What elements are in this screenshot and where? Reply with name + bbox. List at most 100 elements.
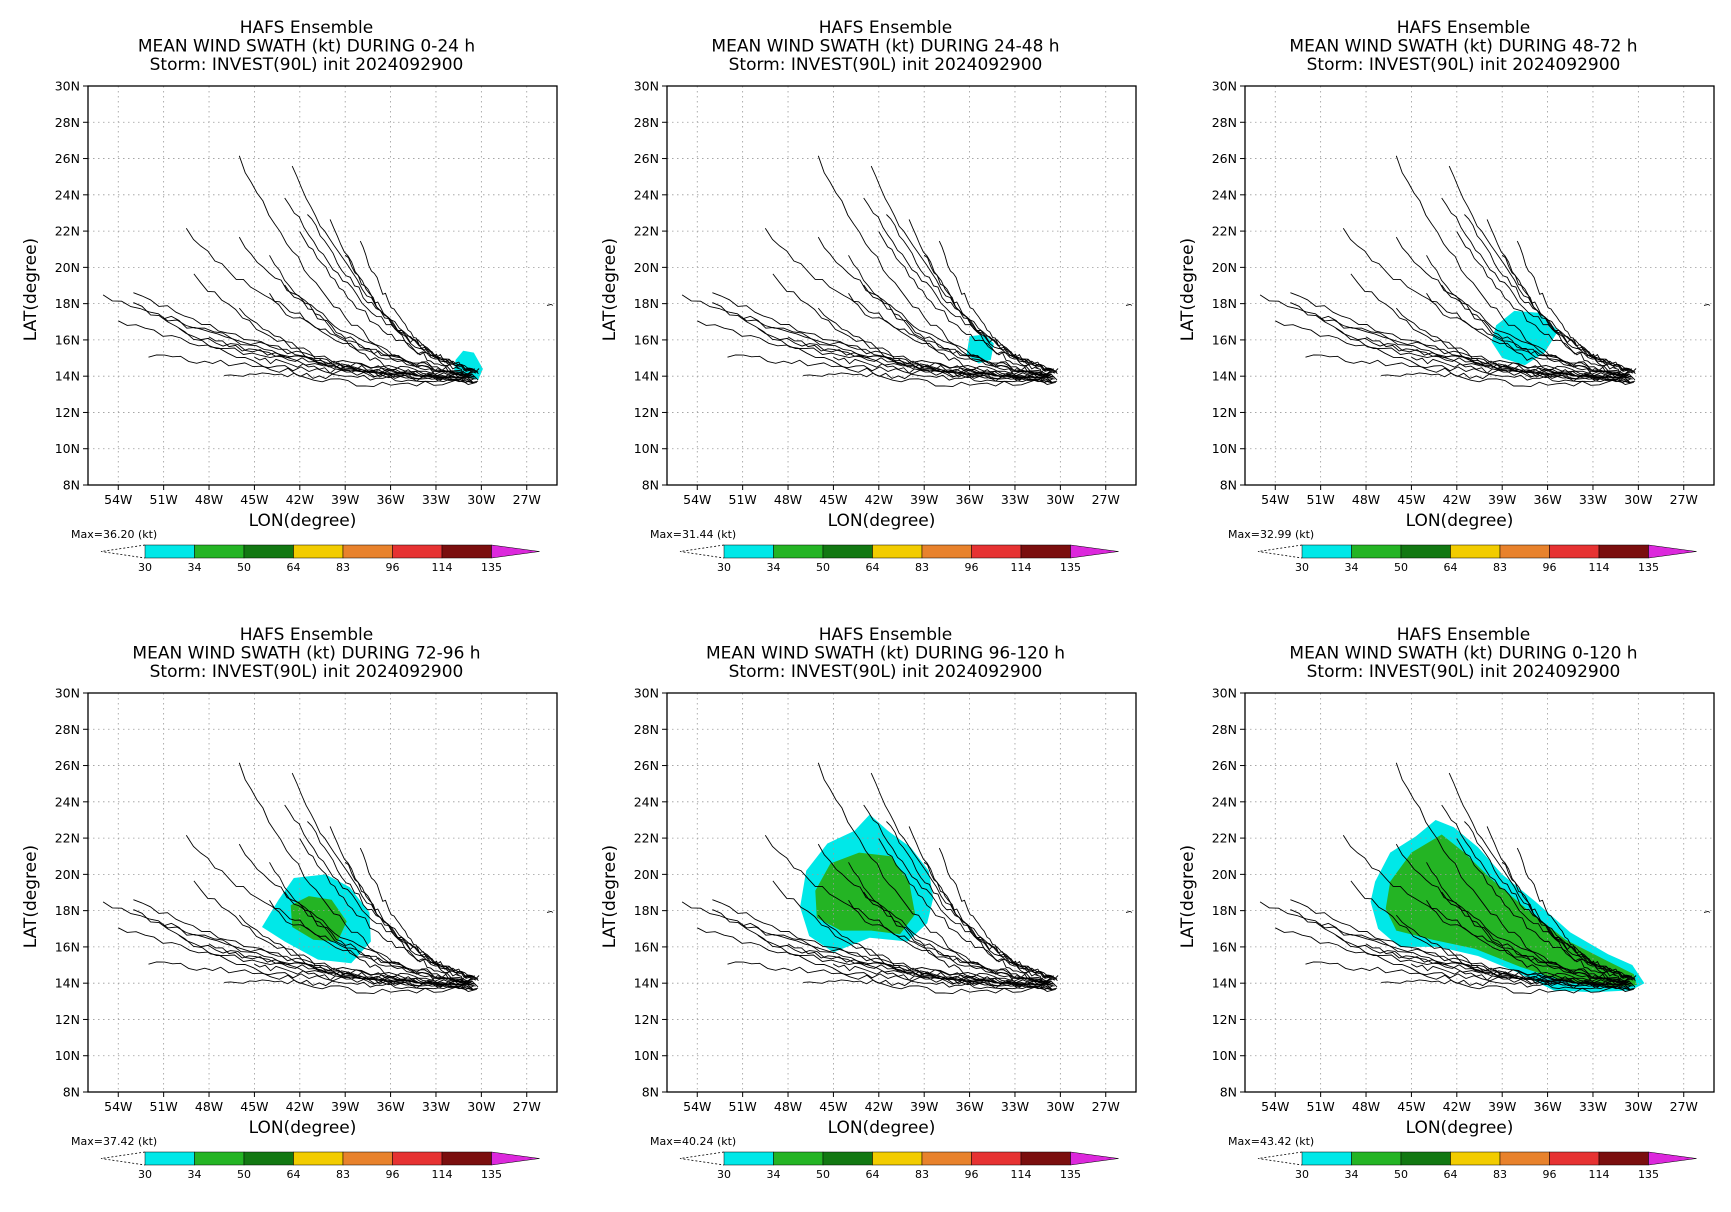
y-tick-label: 24N [55,187,80,202]
y-tick-label: 12N [1212,1012,1237,1027]
storm-track [185,227,472,379]
x-axis-label: LON(degree) [249,1118,357,1138]
panel-title-line: Storm: INVEST(90L) init 2024092900 [1307,55,1621,75]
storm-track [1464,214,1637,374]
panel-title-line: HAFS Ensemble [819,18,952,38]
y-tick-label: 30N [1212,686,1237,701]
y-tick-label: 28N [634,722,659,737]
y-axis-label: LAT(degree) [1178,238,1198,341]
y-tick-label: 22N [1212,224,1237,239]
x-tick-label: 30W [467,492,495,507]
y-tick-label: 12N [55,1012,80,1027]
storm-track [284,804,479,980]
y-tick-label: 26N [634,151,659,166]
storm-track [1365,943,1632,986]
colorbar-swatch [194,1151,245,1166]
panel-title-line: MEAN WIND SWATH (kt) DURING 24-48 h [711,37,1059,57]
x-tick-label: 54W [683,1099,711,1114]
storm-track [102,294,473,377]
x-tick-label: 48W [1352,1099,1380,1114]
storm-track [764,227,1051,379]
x-tick-label: 27W [513,492,541,507]
storm-track [863,284,1052,384]
max-wind-label: Max=32.99 (kt) [1228,528,1314,541]
storm-track [886,821,1059,981]
x-tick-label: 27W [1092,492,1120,507]
storm-track [1335,934,1632,982]
y-tick-label: 16N [1212,332,1237,347]
storm-track [133,909,477,995]
storm-track [923,254,1055,374]
panel-title-line: MEAN WIND SWATH (kt) DURING 96-120 h [706,644,1065,664]
colorbar-swatch [773,544,824,559]
x-tick-label: 42W [1443,1099,1471,1114]
colorbar-level-label: 34 [767,561,781,574]
colorbar-swatch [1301,1151,1352,1166]
storm-track [1441,284,1630,384]
colorbar-swatch [872,1151,923,1166]
storm-track [148,961,470,986]
colorbar-swatch [971,544,1022,559]
y-tick-label: 10N [634,1048,659,1063]
storm-track [269,900,473,980]
y-tick-label: 14N [55,369,80,384]
x-tick-label: 30W [1046,1099,1074,1114]
storm-track [1426,255,1628,380]
colorbar-upper-triangle [491,544,540,559]
storm-track [681,294,1052,377]
colorbar-level-label: 30 [717,561,731,574]
colorbar-swatch [293,1151,344,1166]
y-tick-label: 18N [1212,296,1237,311]
panel-title-line: HAFS Ensemble [819,625,952,645]
panel-title-line: Storm: INVEST(90L) init 2024092900 [729,55,1043,75]
x-tick-label: 42W [865,492,893,507]
y-tick-label: 24N [634,187,659,202]
colorbar-level-label: 64 [287,1168,301,1181]
colorbar-level-label: 34 [1345,1168,1359,1181]
x-axis-label: LON(degree) [1406,1118,1514,1138]
storm-track [269,293,473,373]
storm-track [185,834,472,986]
x-tick-label: 48W [195,492,223,507]
edge-mark [1703,911,1711,913]
storm-track [757,327,1054,375]
panel-title-line: HAFS Ensemble [1397,625,1530,645]
storm-track [254,356,471,383]
storm-track [1426,862,1628,987]
x-tick-label: 27W [513,1099,541,1114]
x-tick-label: 33W [1001,1099,1029,1114]
colorbar-swatch [1549,1151,1600,1166]
storm-track [870,165,1058,375]
x-axis-label: LON(degree) [1406,511,1514,531]
x-tick-label: 39W [1488,492,1516,507]
x-tick-label: 54W [683,492,711,507]
y-tick-label: 28N [634,115,659,130]
x-tick-label: 48W [774,1099,802,1114]
storm-track [307,214,480,374]
y-tick-label: 28N [55,115,80,130]
panel-title-line: MEAN WIND SWATH (kt) DURING 48-72 h [1289,37,1637,57]
colorbar-level-label: 34 [1345,561,1359,574]
panel-title-line: HAFS Ensemble [240,18,373,38]
colorbar-swatch [1020,544,1071,559]
colorbar-level-label: 30 [138,561,152,574]
y-tick-label: 24N [1212,187,1237,202]
storm-track [787,943,1054,986]
colorbar-level-label: 114 [1589,1168,1610,1181]
colorbar-swatch [392,1151,443,1166]
colorbar-level-label: 96 [1543,1168,1557,1181]
y-tick-label: 10N [55,441,80,456]
storm-track [1350,273,1629,379]
colorbar-swatch [293,544,344,559]
colorbar-level-label: 96 [1543,561,1557,574]
colorbar-swatch [1499,544,1550,559]
colorbar-lower-triangle [100,1151,146,1166]
colorbar-level-label: 50 [1394,1168,1408,1181]
storm-track [787,336,1054,379]
colorbar-swatch [971,1151,1022,1166]
storm-track [1426,900,1630,980]
colorbar-swatch [1549,544,1600,559]
